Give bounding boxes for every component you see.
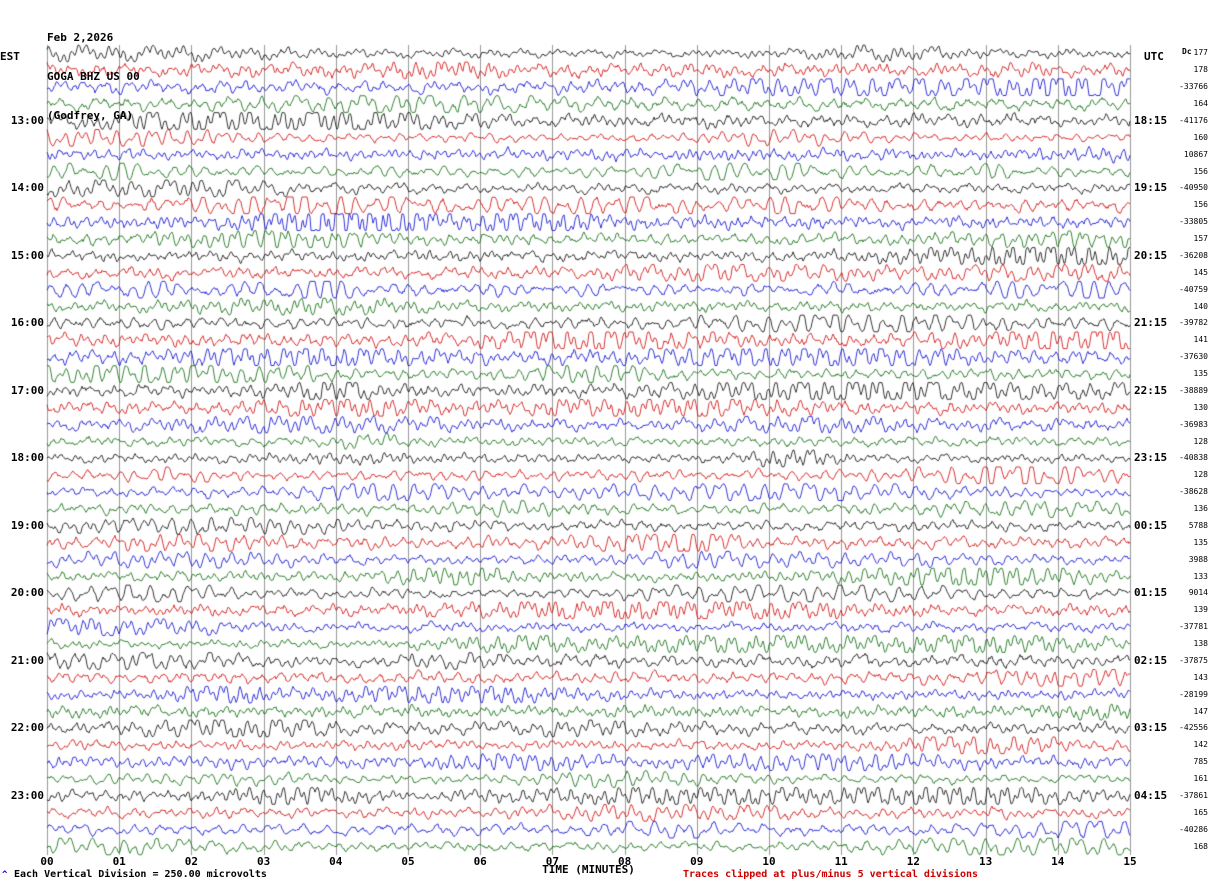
dc-offset-value: 128 bbox=[1193, 470, 1208, 480]
dc-offset-value: -33766 bbox=[1179, 82, 1208, 92]
dc-offset-value: 138 bbox=[1193, 639, 1208, 649]
x-tick-label: 15 bbox=[1123, 855, 1137, 868]
est-hour-label: 17:00 bbox=[10, 383, 44, 397]
right-axis-label: UTC bbox=[1144, 50, 1164, 63]
dc-offset-value: 136 bbox=[1193, 504, 1208, 514]
dc-offset-value: 156 bbox=[1193, 166, 1208, 176]
dc-offset-value: 177 bbox=[1193, 48, 1208, 58]
dc-offset-value: -40838 bbox=[1179, 453, 1208, 463]
dc-offset-value: -39782 bbox=[1179, 318, 1208, 328]
x-axis-title: TIME (MINUTES) bbox=[542, 863, 635, 876]
dc-offset-value: -38628 bbox=[1179, 487, 1208, 497]
dc-offset-value: -33805 bbox=[1179, 217, 1208, 227]
utc-hour-label: 19:15 bbox=[1134, 181, 1168, 195]
dc-offset-value: -38889 bbox=[1179, 385, 1208, 395]
utc-hour-label: 21:15 bbox=[1134, 316, 1168, 330]
header-location: (Godfrey, GA) bbox=[47, 109, 134, 122]
dc-offset-value: -37861 bbox=[1179, 790, 1208, 800]
dc-offset-value: -36208 bbox=[1179, 250, 1208, 260]
dc-offset-value: 3988 bbox=[1188, 554, 1208, 564]
dc-offset-value: 9014 bbox=[1188, 588, 1208, 598]
est-hour-label: 19:00 bbox=[10, 518, 44, 532]
x-tick-label: 03 bbox=[256, 855, 271, 868]
est-hour-label: 16:00 bbox=[10, 316, 44, 330]
dc-offset-value: -41176 bbox=[1179, 115, 1208, 125]
est-hour-label: 18:00 bbox=[10, 451, 44, 465]
dc-offset-value: -42556 bbox=[1179, 723, 1208, 733]
plot-header: Feb 2,2026 GOGA BHZ US 00 (Godfrey, GA) bbox=[47, 5, 140, 135]
corner-mark: ^ bbox=[2, 870, 8, 880]
utc-hour-label: 00:15 bbox=[1134, 518, 1168, 532]
dc-offset-value: 178 bbox=[1193, 65, 1208, 75]
est-hour-label: 22:00 bbox=[10, 721, 44, 735]
dc-offset-value: -28199 bbox=[1179, 689, 1208, 699]
est-hour-label: 14:00 bbox=[10, 181, 44, 195]
x-tick-label: 10 bbox=[762, 855, 776, 868]
dc-offset-value: -40286 bbox=[1179, 824, 1208, 834]
x-tick-label: 00 bbox=[40, 855, 54, 868]
dc-offset-value: 147 bbox=[1193, 706, 1208, 716]
x-tick-label: 02 bbox=[184, 855, 199, 868]
x-tick-label: 11 bbox=[834, 855, 848, 868]
dc-offset-value: -37781 bbox=[1179, 622, 1208, 632]
dc-offset-value: 135 bbox=[1193, 369, 1208, 379]
utc-hour-label: 18:15 bbox=[1134, 113, 1168, 127]
est-hour-label: 21:00 bbox=[10, 653, 44, 667]
x-tick-label: 05 bbox=[401, 855, 415, 868]
dc-offset-value: 165 bbox=[1193, 807, 1208, 817]
dc-offset-value: 145 bbox=[1193, 267, 1208, 277]
est-hour-label: 20:00 bbox=[10, 586, 44, 600]
dc-offset-value: 139 bbox=[1193, 605, 1208, 615]
dc-offset-value: 133 bbox=[1193, 571, 1208, 581]
header-station: GOGA BHZ US 00 bbox=[47, 70, 140, 83]
x-tick-label: 01 bbox=[112, 855, 126, 868]
dc-offset-value: 10867 bbox=[1183, 149, 1208, 159]
x-tick-label: 13 bbox=[978, 855, 993, 868]
dc-offset-value: 128 bbox=[1193, 436, 1208, 446]
utc-hour-label: 03:15 bbox=[1134, 721, 1168, 735]
dc-offset-value: -37875 bbox=[1179, 655, 1208, 665]
dc-offset-value: 142 bbox=[1193, 740, 1208, 750]
utc-hour-label: 02:15 bbox=[1134, 653, 1168, 667]
scale-note: Each Vertical Division = 250.00 microvol… bbox=[14, 869, 267, 880]
clip-note: Traces clipped at plus/minus 5 vertical … bbox=[683, 869, 979, 880]
left-axis-label: EST bbox=[0, 50, 20, 63]
dc-column-header: Dc bbox=[1182, 47, 1192, 56]
dc-offset-value: 130 bbox=[1193, 402, 1208, 412]
utc-hour-label: 22:15 bbox=[1134, 383, 1168, 397]
dc-offset-value: 161 bbox=[1193, 774, 1208, 784]
dc-offset-value: 5788 bbox=[1188, 520, 1208, 530]
dc-offset-value: 143 bbox=[1193, 672, 1208, 682]
est-hour-label: 23:00 bbox=[10, 788, 44, 802]
x-tick-label: 04 bbox=[329, 855, 343, 868]
dc-offset-value: -37630 bbox=[1179, 352, 1208, 362]
dc-offset-value: 141 bbox=[1193, 335, 1208, 345]
x-tick-label: 06 bbox=[473, 855, 487, 868]
x-tick-label: 08 bbox=[617, 855, 632, 868]
dc-offset-value: -36983 bbox=[1179, 419, 1208, 429]
dc-offset-value: 135 bbox=[1193, 537, 1208, 547]
dc-offset-value: 168 bbox=[1193, 841, 1208, 851]
utc-hour-label: 23:15 bbox=[1134, 451, 1168, 465]
dc-offset-value: 785 bbox=[1193, 757, 1208, 767]
dc-offset-value: -40759 bbox=[1179, 284, 1208, 294]
dc-offset-value: 140 bbox=[1193, 301, 1208, 311]
x-tick-label: 14 bbox=[1051, 855, 1065, 868]
utc-hour-label: 04:15 bbox=[1134, 788, 1168, 802]
x-tick-label: 12 bbox=[906, 855, 921, 868]
dc-offset-value: 160 bbox=[1193, 132, 1208, 142]
dc-offset-value: 156 bbox=[1193, 200, 1208, 210]
x-tick-label: 07 bbox=[545, 855, 560, 868]
est-hour-label: 13:00 bbox=[10, 113, 44, 127]
utc-hour-label: 20:15 bbox=[1134, 248, 1168, 262]
dc-offset-value: 164 bbox=[1193, 99, 1208, 109]
dc-offset-value: 157 bbox=[1193, 234, 1208, 244]
utc-hour-label: 01:15 bbox=[1134, 586, 1168, 600]
header-date: Feb 2,2026 bbox=[47, 31, 114, 44]
x-tick-label: 09 bbox=[690, 855, 704, 868]
est-hour-label: 15:00 bbox=[10, 248, 44, 262]
dc-offset-value: -40950 bbox=[1179, 183, 1208, 193]
